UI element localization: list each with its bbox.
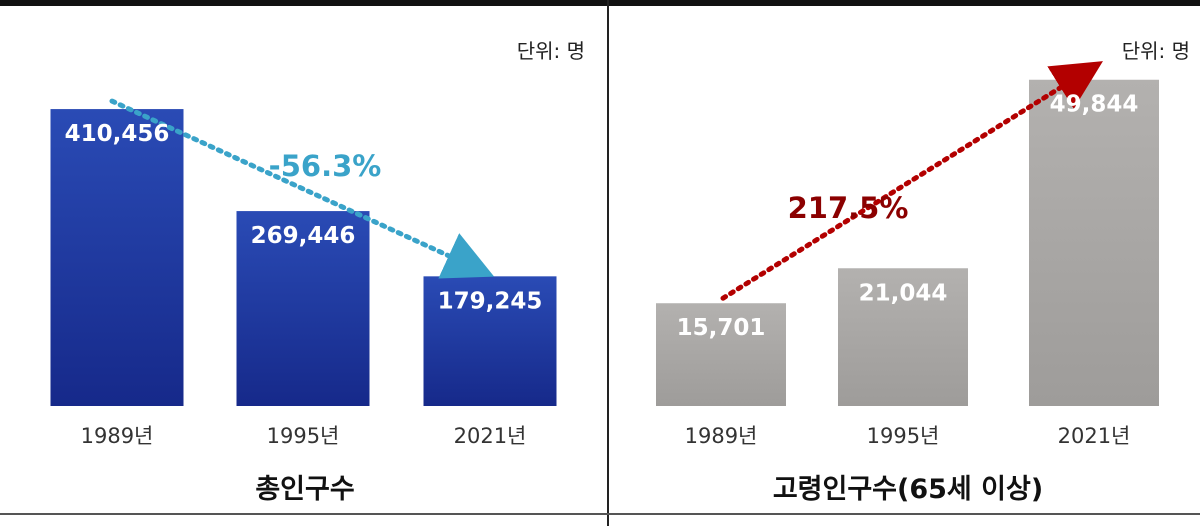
bottom-border: [0, 513, 1200, 515]
value-label: 21,044: [859, 280, 948, 306]
bar-2021년: [423, 276, 557, 406]
panel-divider: [607, 0, 609, 526]
bar-1995년: [838, 268, 968, 406]
chart-title: 총인구수: [255, 474, 354, 505]
value-label: 179,245: [438, 288, 543, 314]
bar-2021년: [1029, 79, 1159, 407]
unit-label: 단위: 명: [1122, 39, 1190, 63]
top-border: [0, 0, 1200, 6]
value-label-group: 410,456 269,446 179,245: [65, 121, 543, 314]
value-label: 15,701: [677, 315, 766, 341]
bar-1989년: [50, 109, 184, 406]
value-label: 269,446: [251, 223, 356, 249]
bar-1995년: [236, 211, 370, 406]
bar-group: [50, 109, 557, 406]
value-label: 49,844: [1050, 92, 1139, 118]
x-tick-label: 2021년: [454, 424, 527, 448]
bar-group: [656, 79, 1159, 407]
elderly-population-chart: 단위: 명 217.5% 15,701 21,044 49,844 1989년 199…: [656, 39, 1190, 505]
trend-arrow: [109, 98, 495, 279]
x-tick-label: 1995년: [267, 424, 340, 448]
value-label-group: 15,701 21,044 49,844: [677, 92, 1139, 341]
chart-title: 고령인구수(65세 이상): [773, 474, 1043, 505]
trend-arrow: [720, 61, 1103, 301]
x-tick-label: 1989년: [81, 424, 154, 448]
x-tick-label: 1995년: [867, 424, 940, 448]
x-tick-label: 1989년: [685, 424, 758, 448]
change-percent-label: 217.5%: [788, 191, 909, 225]
total-population-chart: 단위: 명 -56.3% 410,456 269,446 179,245 1989년…: [50, 39, 585, 505]
change-percent-label: -56.3%: [269, 149, 382, 183]
x-tick-label: 2021년: [1058, 424, 1131, 448]
x-tick-group: 1989년 1995년 2021년: [81, 424, 527, 448]
value-label: 410,456: [65, 121, 170, 147]
unit-label: 단위: 명: [517, 39, 585, 63]
x-tick-group: 1989년 1995년 2021년: [685, 424, 1131, 448]
bar-1989년: [656, 303, 786, 406]
